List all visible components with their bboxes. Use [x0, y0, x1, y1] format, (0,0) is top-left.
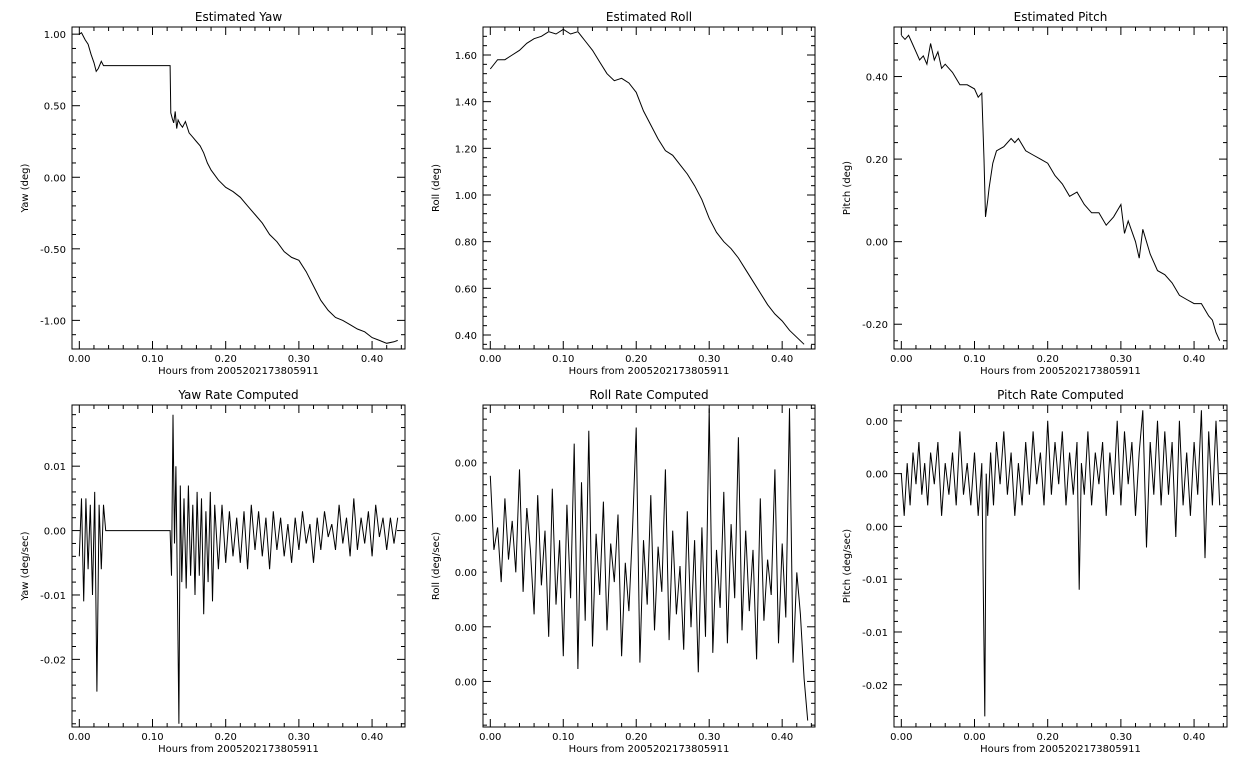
- plot-frame: [482, 404, 816, 728]
- y-tick-label: 0.00: [455, 513, 477, 524]
- x-tick-label: 0.10: [141, 732, 163, 743]
- y-tick-label: 0.00: [455, 459, 477, 470]
- x-tick-label: 0.00: [68, 354, 90, 365]
- x-tick-label: 0.30: [698, 732, 720, 743]
- chart-title: Estimated Roll: [606, 10, 692, 24]
- x-axis-label: Hours from 2005202173805911: [980, 744, 1141, 755]
- y-tick-label: 0.00: [44, 527, 66, 538]
- y-tick-label: 1.60: [455, 51, 477, 62]
- x-axis-label: Hours from 2005202173805911: [158, 366, 319, 377]
- y-axis-label: Pitch (deg): [842, 161, 853, 215]
- chart-panel-5: 0.00 0.10 0.20 0.30 0.40 0.00 0.00 0.00 0.00 0.00…: [431, 388, 816, 755]
- y-axis-label: Yaw (deg): [20, 163, 31, 213]
- chart-panel-3: 0.00 0.10 0.20 0.30 0.40 -0.20 0.00 0.20 0.40 Est…: [842, 10, 1228, 377]
- y-tick-label: 0.40: [866, 73, 888, 84]
- x-tick-label: 0.30: [698, 354, 720, 365]
- chart-panel-2: 0.00 0.10 0.20 0.30 0.40 0.40 0.60 0.80 1.00 1.20…: [431, 10, 816, 377]
- y-tick-label: 1.00: [44, 30, 66, 41]
- chart-title: Estimated Yaw: [195, 10, 282, 24]
- x-tick-label: 0.00: [963, 732, 985, 743]
- x-tick-label: 0.30: [1110, 354, 1132, 365]
- y-tick-label: 0.00: [44, 173, 66, 184]
- y-tick-label: 0.50: [44, 102, 66, 113]
- chart-title: Pitch Rate Computed: [997, 388, 1124, 402]
- chart-title: Roll Rate Computed: [589, 388, 708, 402]
- x-tick-label: 0.00: [479, 732, 501, 743]
- x-tick-label: 0.00: [890, 354, 912, 365]
- y-axis-label: Roll (deg): [431, 164, 442, 212]
- y-tick-label: -0.20: [862, 320, 888, 331]
- series-line-1: [79, 31, 398, 344]
- y-tick-label: 0.00: [866, 417, 888, 428]
- y-tick-label: 0.80: [455, 238, 477, 249]
- x-axis-label: Hours from 2005202173805911: [158, 744, 319, 755]
- plot-frame: [71, 404, 406, 728]
- plot-frame: [893, 404, 1228, 728]
- y-tick-label: 0.60: [455, 284, 477, 295]
- y-tick-label: 0.01: [44, 462, 66, 473]
- y-axis-label: Pitch (deg/sec): [842, 529, 853, 604]
- y-tick-label: -0.02: [862, 681, 888, 692]
- x-tick-label: 0.20: [625, 354, 647, 365]
- y-tick-label: -0.01: [862, 575, 888, 586]
- x-tick-label: 0.40: [1183, 354, 1205, 365]
- x-axis-label: Hours from 2005202173805911: [569, 744, 730, 755]
- x-tick-label: 0.30: [288, 354, 310, 365]
- plot-frame: [71, 26, 406, 350]
- y-tick-label: 0.00: [455, 568, 477, 579]
- y-tick-label: -1.00: [40, 316, 66, 327]
- y-tick-label: 0.40: [455, 331, 477, 342]
- y-tick-label: 0.00: [866, 470, 888, 481]
- y-tick-label: 1.00: [455, 191, 477, 202]
- y-tick-label: -0.01: [40, 591, 66, 602]
- y-tick-label: 0.20: [866, 155, 888, 166]
- x-tick-label: 0.30: [288, 732, 310, 743]
- y-tick-label: -0.01: [862, 628, 888, 639]
- x-tick-label: 0.00: [479, 354, 501, 365]
- series-line-1: [489, 408, 809, 721]
- chart-panel-4: 0.00 0.10 0.20 0.30 0.40 -0.02 -0.01 0.00 0.01 Ya…: [20, 388, 406, 755]
- x-tick-label: 0.00: [68, 732, 90, 743]
- x-tick-label: 0.20: [1037, 354, 1059, 365]
- series-line-1: [489, 28, 805, 345]
- x-tick-label: 0.10: [552, 354, 574, 365]
- y-tick-label: 1.20: [455, 144, 477, 155]
- x-tick-label: 0.20: [625, 732, 647, 743]
- series-line-1: [78, 414, 399, 724]
- x-tick-label: 0.40: [771, 354, 793, 365]
- x-tick-label: 0.30: [1110, 732, 1132, 743]
- y-tick-label: 0.00: [455, 677, 477, 688]
- x-tick-label: 0.10: [141, 354, 163, 365]
- chart-panel-6: 0.00 0.00 0.20 0.30 0.40 -0.02 -0.01 -0.01 0.00 0…: [842, 388, 1228, 755]
- x-tick-label: 0.20: [215, 354, 237, 365]
- chart-title: Yaw Rate Computed: [177, 388, 298, 402]
- chart-panel-1: 0.00 0.10 0.20 0.30 0.40 -1.00 -0.50 0.00 0.50 1.…: [20, 10, 406, 377]
- x-axis-label: Hours from 2005202173805911: [569, 366, 730, 377]
- y-tick-label: 0.00: [866, 522, 888, 533]
- x-tick-label: 0.10: [963, 354, 985, 365]
- plot-frame: [482, 26, 816, 350]
- y-tick-label: -0.50: [40, 245, 66, 256]
- y-axis-label: Yaw (deg/sec): [20, 531, 31, 601]
- x-tick-label: 0.40: [361, 732, 383, 743]
- x-tick-label: 0.10: [552, 732, 574, 743]
- x-tick-label: 0.20: [215, 732, 237, 743]
- x-tick-label: 0.40: [1183, 732, 1205, 743]
- series-line-1: [900, 410, 1221, 717]
- series-line-1: [900, 34, 1221, 341]
- plot-frame: [893, 26, 1228, 350]
- x-tick-label: 0.20: [1037, 732, 1059, 743]
- chart-title: Estimated Pitch: [1014, 10, 1108, 24]
- x-tick-label: 0.00: [890, 732, 912, 743]
- x-axis-label: Hours from 2005202173805911: [980, 366, 1141, 377]
- y-tick-label: 0.00: [455, 623, 477, 634]
- x-tick-label: 0.40: [771, 732, 793, 743]
- y-tick-label: 1.40: [455, 98, 477, 109]
- y-tick-label: 0.00: [866, 238, 888, 249]
- y-axis-label: Roll (deg/sec): [431, 532, 442, 600]
- y-tick-label: -0.02: [40, 655, 66, 666]
- x-tick-label: 0.40: [361, 354, 383, 365]
